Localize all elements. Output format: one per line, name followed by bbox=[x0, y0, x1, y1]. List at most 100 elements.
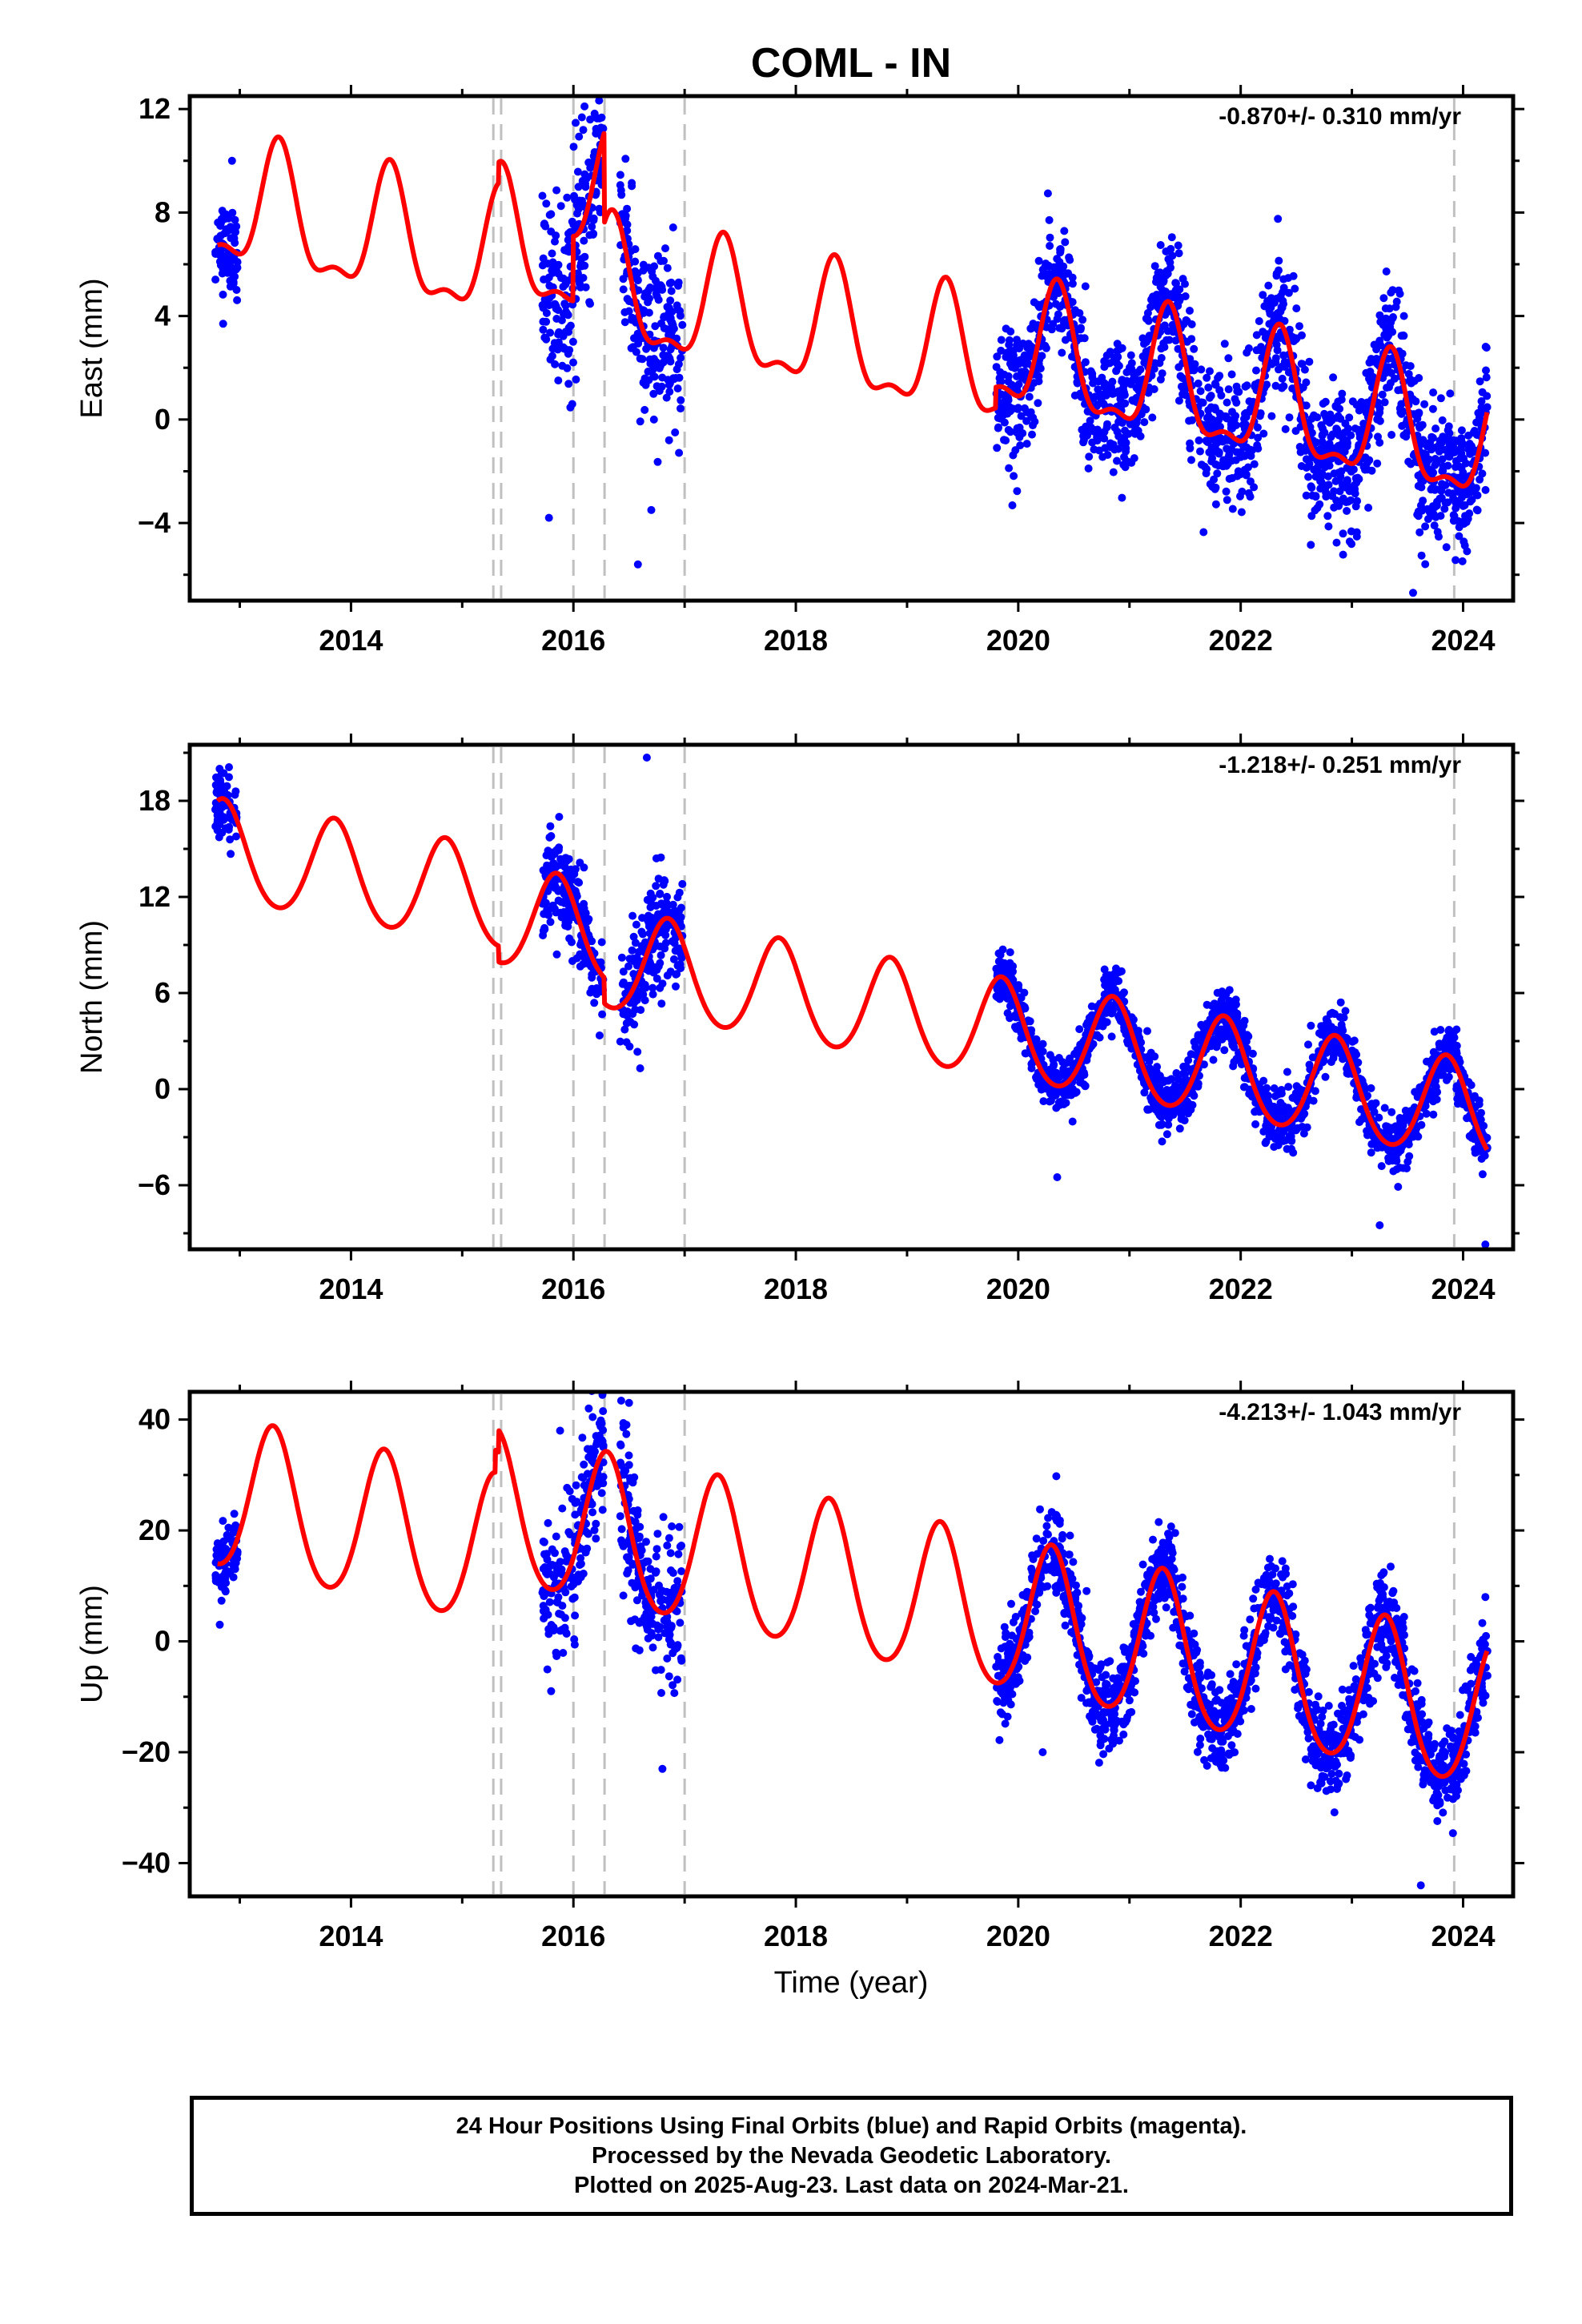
data-point bbox=[1231, 1010, 1239, 1019]
data-point bbox=[1211, 500, 1220, 509]
data-point bbox=[559, 283, 568, 292]
data-point bbox=[1481, 485, 1490, 494]
data-point bbox=[1306, 423, 1315, 432]
data-point bbox=[1385, 304, 1394, 313]
data-point bbox=[1054, 310, 1062, 319]
data-point bbox=[1373, 1144, 1382, 1152]
data-point bbox=[546, 918, 555, 927]
data-point bbox=[1255, 317, 1263, 325]
x-tick-label: 2022 bbox=[1209, 1273, 1273, 1305]
data-point bbox=[1008, 352, 1017, 360]
data-point bbox=[218, 828, 227, 837]
data-point bbox=[546, 822, 555, 830]
data-point bbox=[1328, 430, 1337, 439]
data-point bbox=[1174, 241, 1182, 250]
data-point bbox=[1227, 417, 1236, 426]
data-point bbox=[570, 1635, 579, 1643]
data-point bbox=[649, 389, 658, 398]
data-point bbox=[1070, 306, 1079, 315]
data-point bbox=[1477, 403, 1486, 412]
data-point bbox=[1119, 440, 1128, 448]
data-point bbox=[1275, 1136, 1283, 1145]
data-point bbox=[1081, 424, 1090, 432]
data-point bbox=[1056, 248, 1065, 257]
data-point bbox=[1150, 385, 1158, 393]
data-point bbox=[998, 945, 1007, 954]
data-point bbox=[1204, 412, 1213, 420]
data-point bbox=[233, 296, 242, 304]
data-point bbox=[1004, 394, 1013, 403]
data-point bbox=[1345, 413, 1354, 422]
data-point bbox=[559, 1649, 568, 1657]
data-point bbox=[1350, 1036, 1359, 1045]
data-point bbox=[1284, 1083, 1293, 1092]
data-point bbox=[1264, 281, 1273, 290]
data-point bbox=[1351, 502, 1360, 511]
data-point bbox=[1401, 1106, 1410, 1115]
data-point bbox=[552, 231, 560, 240]
data-point bbox=[1355, 1118, 1363, 1127]
data-point bbox=[1307, 512, 1316, 521]
y-tick-label: 8 bbox=[155, 195, 171, 228]
data-point bbox=[1403, 1164, 1411, 1172]
data-point bbox=[1321, 485, 1329, 493]
data-point bbox=[223, 782, 231, 790]
data-point bbox=[1232, 1000, 1240, 1009]
data-point bbox=[668, 937, 677, 946]
data-point bbox=[1207, 392, 1215, 400]
data-point bbox=[1464, 514, 1472, 523]
data-point bbox=[560, 1547, 569, 1556]
data-point bbox=[582, 915, 591, 923]
data-point bbox=[1394, 1183, 1403, 1191]
data-point bbox=[1429, 1047, 1438, 1056]
data-point bbox=[1453, 1095, 1462, 1103]
data-point bbox=[1431, 424, 1440, 433]
data-point bbox=[219, 209, 228, 218]
data-point bbox=[1220, 340, 1229, 348]
data-point bbox=[1360, 403, 1369, 412]
data-point bbox=[1099, 400, 1108, 408]
data-point bbox=[549, 859, 558, 868]
data-point bbox=[560, 857, 568, 866]
data-point bbox=[579, 126, 588, 135]
data-point bbox=[1409, 589, 1417, 597]
data-point bbox=[1311, 492, 1320, 501]
data-point bbox=[636, 1006, 645, 1015]
data-point bbox=[1429, 1110, 1438, 1119]
data-point bbox=[1209, 1055, 1218, 1064]
data-point bbox=[1259, 429, 1268, 438]
data-point bbox=[652, 854, 661, 862]
data-point bbox=[1156, 375, 1165, 384]
data-point bbox=[1223, 496, 1231, 505]
data-point bbox=[1307, 541, 1315, 549]
data-point bbox=[231, 787, 240, 796]
data-point bbox=[554, 376, 563, 385]
data-point bbox=[568, 217, 576, 226]
data-point bbox=[1365, 358, 1374, 367]
data-point bbox=[1278, 383, 1286, 392]
data-point bbox=[1446, 389, 1455, 398]
data-point bbox=[631, 245, 640, 254]
data-point bbox=[1327, 1058, 1335, 1067]
data-point bbox=[1319, 424, 1327, 432]
data-point bbox=[623, 204, 632, 213]
data-point bbox=[1271, 1092, 1279, 1100]
data-point bbox=[1223, 398, 1231, 407]
data-point bbox=[1385, 383, 1393, 392]
data-point bbox=[1068, 298, 1077, 307]
data-point bbox=[1336, 414, 1345, 423]
data-point bbox=[627, 1617, 636, 1626]
data-point bbox=[1395, 289, 1404, 298]
data-point bbox=[1166, 263, 1174, 272]
data-point bbox=[556, 202, 565, 211]
data-point bbox=[1228, 505, 1237, 513]
data-point bbox=[1164, 255, 1173, 263]
data-point bbox=[223, 1530, 231, 1539]
data-point bbox=[1181, 292, 1190, 300]
data-point bbox=[1283, 1144, 1291, 1153]
data-point bbox=[1273, 1108, 1282, 1117]
data-point bbox=[1220, 1046, 1229, 1055]
data-point bbox=[1085, 452, 1094, 461]
data-point bbox=[677, 396, 685, 404]
data-point bbox=[1157, 354, 1166, 362]
